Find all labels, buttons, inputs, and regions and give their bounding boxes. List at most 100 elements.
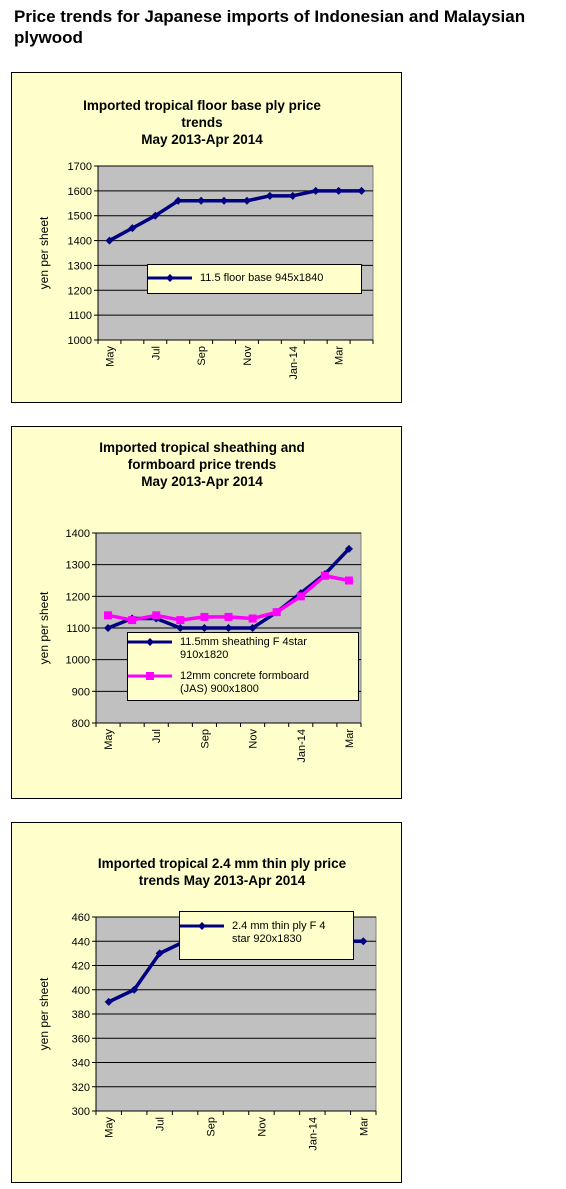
- legend-symbol: [148, 274, 192, 282]
- data-point: [242, 196, 251, 205]
- y-tick-label: 1200: [68, 285, 92, 297]
- y-tick-label: 900: [72, 686, 90, 698]
- y-tick-label: 1400: [68, 236, 92, 248]
- data-point: [224, 612, 233, 621]
- x-tick-label: Sep: [199, 729, 211, 749]
- legend-label: 12mm concrete formboard (JAS) 900x1800: [180, 670, 309, 696]
- x-tick-label: Mar: [334, 346, 346, 365]
- chart-title-line: trends May 2013-Apr 2014: [138, 873, 306, 888]
- x-tick-label: Nov: [248, 729, 260, 749]
- chart-title-line: May 2013-Apr 2014: [141, 132, 263, 147]
- legend-label-line: 910x1820: [180, 649, 229, 661]
- y-tick-label: 800: [72, 718, 90, 730]
- chart-title-line: May 2013-Apr 2014: [141, 474, 263, 489]
- legend-label: 11.5mm sheathing F 4star 910x1820: [180, 636, 307, 662]
- chart-title: Imported tropical 2.4 mm thin ply price …: [62, 855, 382, 889]
- x-tick-label: Nov: [242, 346, 254, 366]
- x-tick-label: Jan-14: [307, 1117, 319, 1151]
- x-tick-label: Jul: [151, 729, 163, 743]
- x-tick-label: May: [104, 1117, 116, 1138]
- chart-legend: 11.5 floor base 945x1840: [147, 264, 362, 294]
- data-point: [320, 571, 329, 580]
- legend-label: 2.4 mm thin ply F 4 star 920x1830: [232, 920, 326, 946]
- chart-legend: 2.4 mm thin ply F 4 star 920x1830: [179, 911, 354, 960]
- data-point: [197, 196, 206, 205]
- y-axis-label: yen per sheet: [37, 591, 51, 664]
- data-point: [200, 612, 209, 621]
- legend-label-line: (JAS) 900x1800: [180, 683, 259, 695]
- y-tick-label: 1100: [66, 623, 90, 635]
- x-tick-label: May: [104, 346, 116, 367]
- data-point: [176, 616, 185, 625]
- x-tick-label: Sep: [206, 1117, 218, 1137]
- chart-title-line: Imported tropical floor base ply price: [83, 98, 321, 113]
- chart-title-line: formboard price trends: [127, 457, 277, 472]
- data-point: [311, 186, 320, 195]
- data-point: [105, 236, 114, 245]
- x-tick-label: Nov: [256, 1117, 268, 1137]
- chart-svg: 1000 1100 1200 1300 1400 1500 1600 1700 May Jul Se…: [37, 161, 374, 380]
- data-point: [359, 937, 368, 946]
- y-tick-label: 300: [72, 1106, 90, 1118]
- y-tick-label: 460: [72, 912, 90, 924]
- data-point: [130, 985, 139, 994]
- data-point: [220, 196, 229, 205]
- legend-label-line: 11.5mm sheathing F 4star: [180, 636, 307, 648]
- chart-legend: 11.5mm sheathing F 4star 910x1820 12mm c…: [127, 632, 359, 701]
- data-point: [248, 614, 257, 623]
- data-point: [272, 608, 281, 617]
- y-tick-label: 1300: [68, 260, 92, 272]
- plot-area: [97, 165, 374, 341]
- y-tick-label: 1100: [68, 310, 92, 322]
- y-tick-label: 1200: [66, 591, 90, 603]
- legend-symbol: [180, 922, 224, 930]
- x-tick-label: May: [103, 729, 115, 750]
- legend-symbol: [128, 638, 172, 646]
- y-tick-label: 1500: [68, 211, 92, 223]
- y-tick-label: 360: [72, 1033, 90, 1045]
- data-point: [104, 611, 113, 620]
- data-point: [344, 544, 353, 553]
- x-tick-label: Jan-14: [288, 346, 300, 380]
- data-point: [357, 186, 366, 195]
- data-point: [104, 624, 113, 632]
- x-tick-label: Sep: [196, 346, 208, 366]
- data-point: [296, 592, 305, 601]
- y-tick-label: 340: [72, 1058, 90, 1070]
- data-point: [174, 196, 183, 205]
- data-point: [176, 624, 185, 632]
- legend-label-line: 12mm concrete formboard: [180, 670, 309, 682]
- y-axis-label: yen per sheet: [37, 977, 51, 1050]
- y-tick-label: 1600: [68, 186, 92, 198]
- chart-title-line: Imported tropical 2.4 mm thin ply price: [97, 856, 347, 871]
- x-tick-label: Mar: [358, 1117, 370, 1136]
- chart-title: Imported tropical sheathing and formboar…: [32, 439, 372, 490]
- data-point: [224, 624, 233, 632]
- y-tick-label: 1000: [66, 655, 90, 667]
- data-point: [265, 191, 274, 200]
- legend-label: 11.5 floor base 945x1840: [200, 272, 324, 284]
- chart-title-line: Imported tropical sheathing and: [99, 440, 305, 455]
- legend-item: 11.5mm sheathing F 4star 910x1820: [128, 636, 358, 664]
- chart-title: Imported tropical floor base ply price t…: [32, 97, 372, 148]
- legend-symbol: [128, 672, 172, 680]
- chart-svg: 300 320 340 360 380 400 420 440 460 May Jul Sep Nov J…: [37, 912, 377, 1151]
- sheathing-formboard-chart: Imported tropical sheathing and formboar…: [11, 426, 402, 799]
- x-tick-label: Jan-14: [296, 729, 308, 763]
- data-point: [344, 576, 353, 585]
- data-point: [128, 224, 137, 233]
- data-point: [155, 949, 164, 958]
- legend-label-line: 2.4 mm thin ply F 4: [232, 920, 326, 932]
- legend-label-line: star 920x1830: [232, 933, 302, 945]
- y-tick-label: 400: [72, 985, 90, 997]
- x-tick-label: Jul: [150, 346, 162, 360]
- data-point: [104, 997, 113, 1006]
- data-point: [151, 211, 160, 220]
- y-tick-label: 1400: [66, 528, 90, 540]
- data-point: [152, 611, 161, 620]
- chart-title-line: trends: [181, 115, 223, 130]
- x-tick-label: Mar: [344, 729, 356, 748]
- data-point: [128, 616, 137, 625]
- floor-base-ply-chart: Imported tropical floor base ply price t…: [11, 72, 402, 403]
- y-axis-label: yen per sheet: [37, 216, 51, 289]
